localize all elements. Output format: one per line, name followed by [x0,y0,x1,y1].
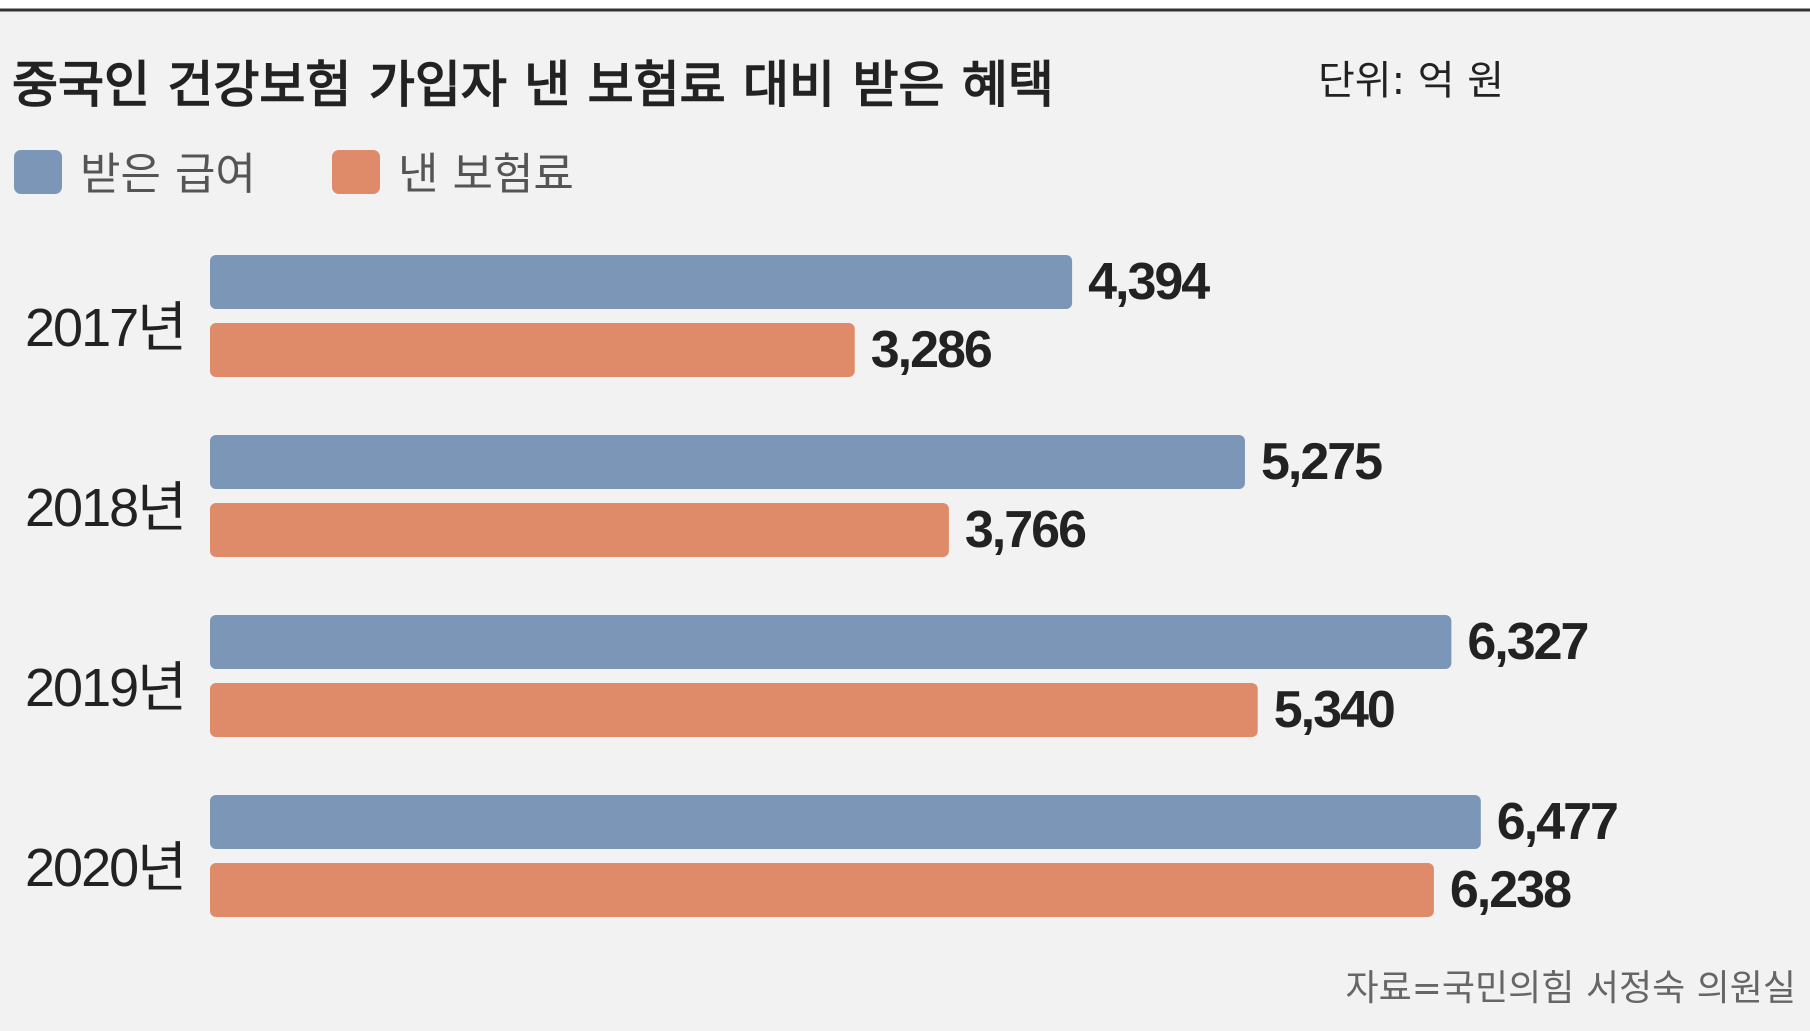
bar-premiums [210,503,949,557]
bar-premiums [210,683,1258,737]
value-label-benefits: 4,394 [1088,253,1210,311]
category-label: 2019년 [25,658,185,718]
category-label: 2017년 [25,298,185,358]
legend-swatch-benefits [14,150,62,194]
category-label: 2020년 [25,838,185,898]
bar-premiums [210,863,1434,917]
bar-benefits [210,255,1073,309]
category-label: 2018년 [25,478,185,538]
legend-label-benefits: 받은 급여 [80,149,256,200]
bar-benefits [210,435,1245,489]
source-note: 자료=국민의힘 서정숙 의원실 [1346,968,1797,1009]
value-label-premiums: 3,286 [871,321,992,379]
value-label-benefits: 6,477 [1497,793,1617,851]
legend-label-premiums: 낸 보험료 [398,149,574,200]
chart-title: 중국인 건강보험 가입자 낸 보험료 대비 받은 혜택 [12,56,1054,114]
value-label-premiums: 5,340 [1274,681,1394,739]
value-label-premiums: 6,238 [1450,861,1571,919]
legend-swatch-premiums [332,150,380,194]
bars-group: 2017년 4,394 3,286 2018년 5,275 3,766 2019… [25,253,1619,919]
legend: 받은 급여 낸 보험료 [14,149,574,200]
value-label-benefits: 6,327 [1467,613,1587,671]
unit-label: 단위: 억 원 [1318,58,1504,104]
bar-premiums [210,323,855,377]
bar-benefits [210,795,1481,849]
value-label-benefits: 5,275 [1261,433,1382,491]
bar-benefits [210,615,1452,669]
value-label-premiums: 3,766 [965,501,1086,559]
